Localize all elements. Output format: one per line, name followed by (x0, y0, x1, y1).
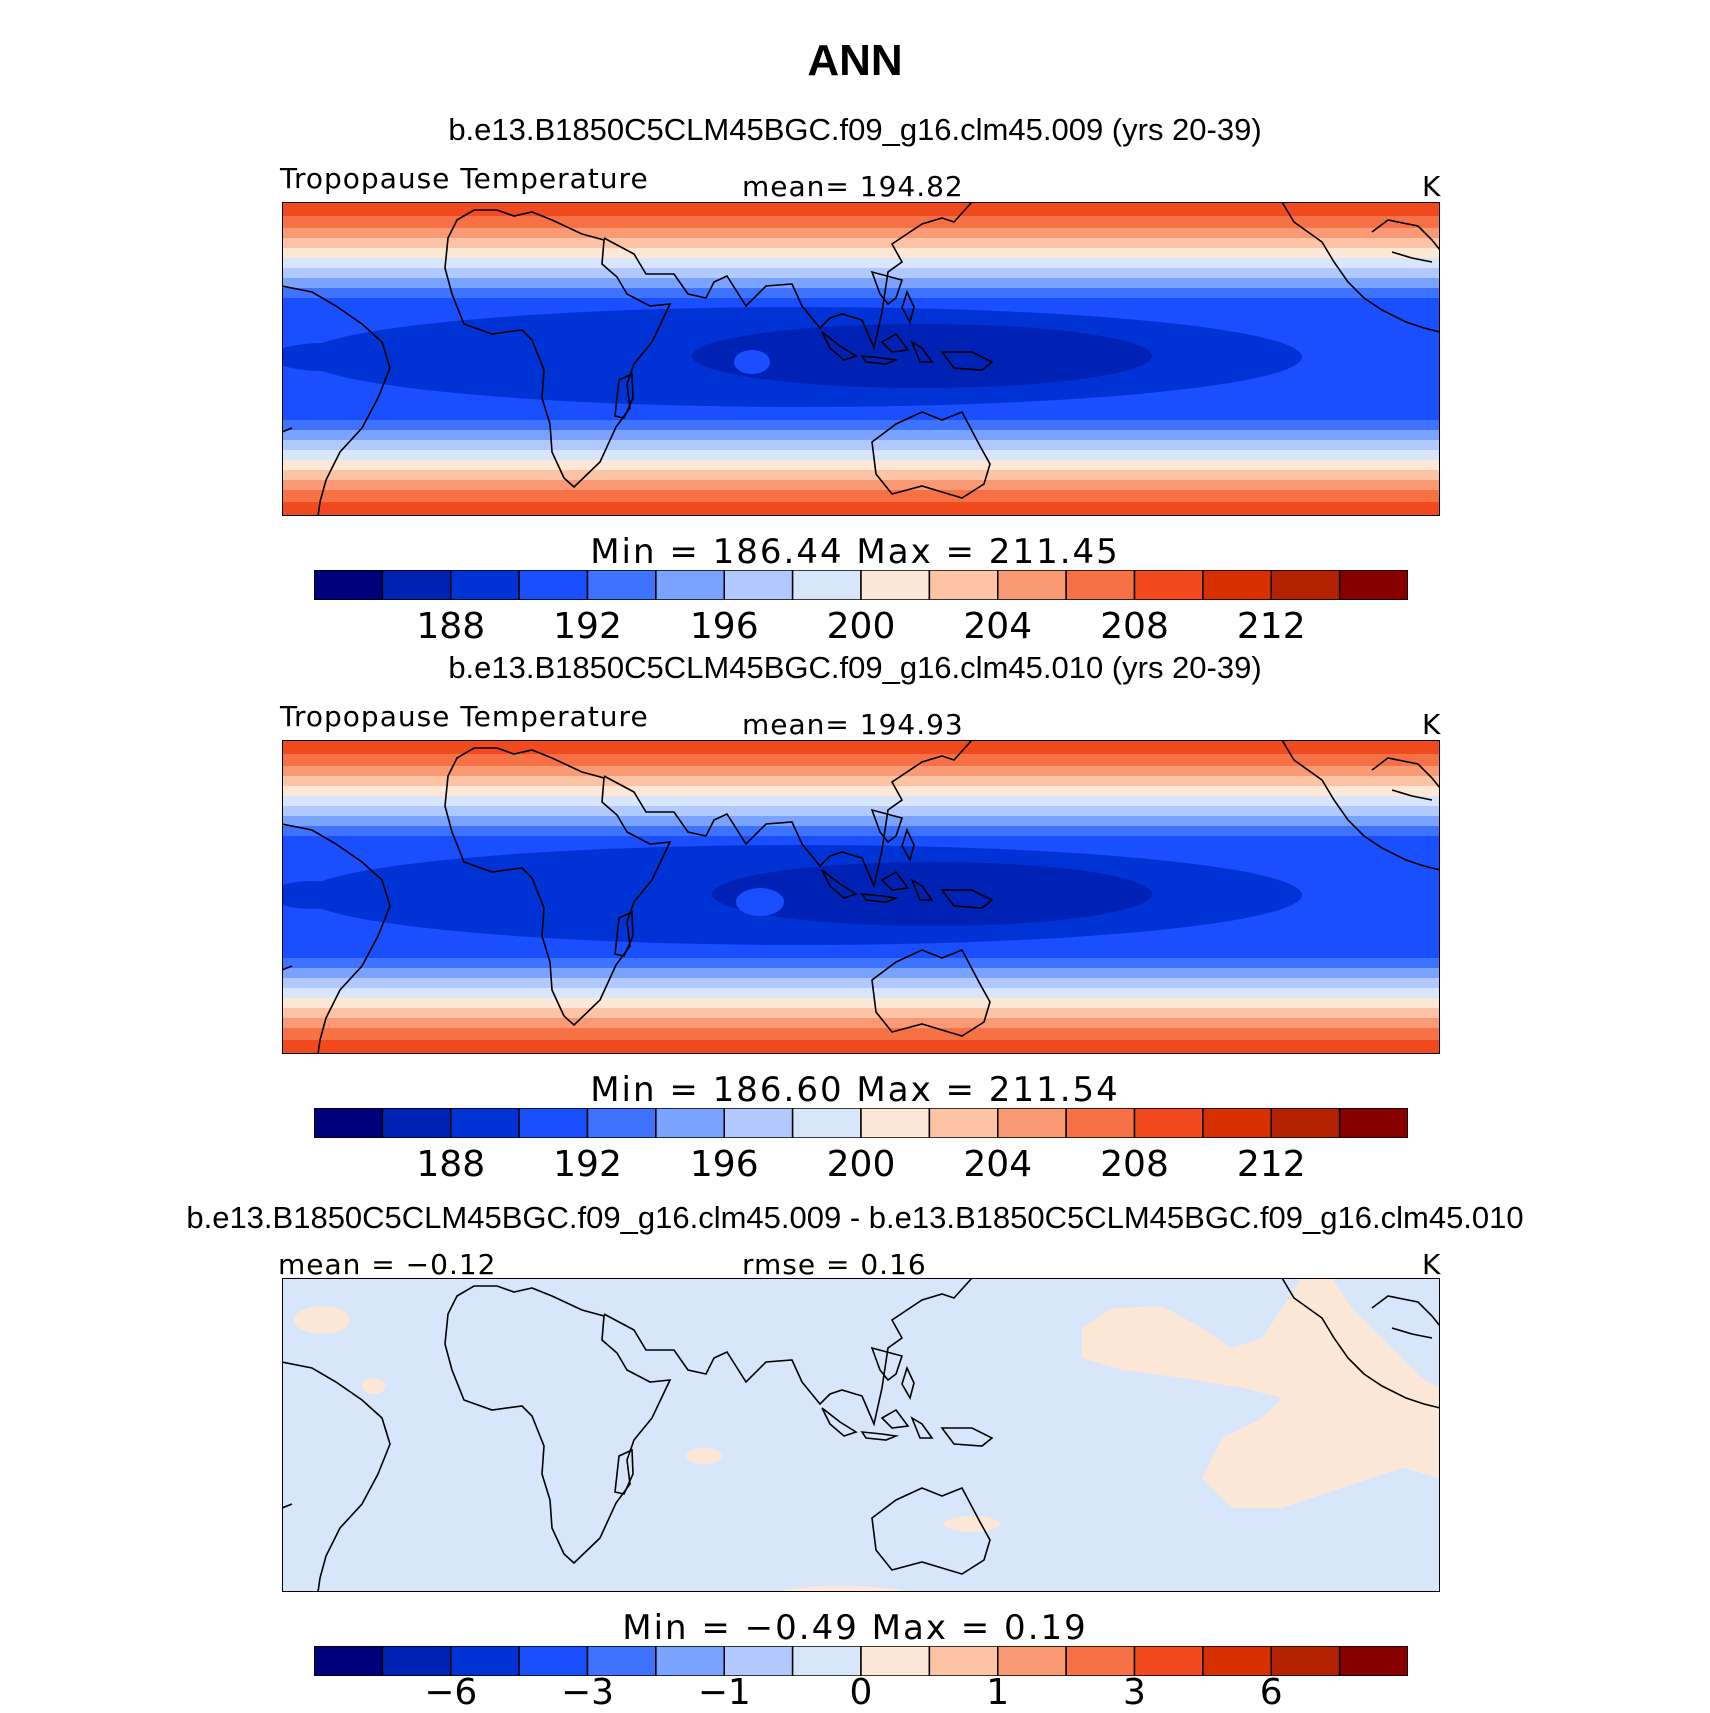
colorbar-swatch (1065, 570, 1136, 600)
colorbar-swatch (1133, 1108, 1204, 1138)
panel-3-units-label: K (1422, 1248, 1442, 1281)
colorbar-tick-label: 204 (963, 606, 1033, 647)
panel-1-mean-label: mean= 194.82 (742, 170, 964, 203)
colorbar-swatch (1338, 1108, 1408, 1138)
colorbar-swatch (997, 570, 1067, 600)
colorbar-swatch (723, 570, 794, 600)
colorbar-tick-label: 6 (1259, 1672, 1283, 1713)
colorbar-swatch (655, 1108, 725, 1138)
colorbar-swatch (997, 1108, 1067, 1138)
colorbar-swatch (791, 570, 862, 600)
colorbar-tick-label: 1 (986, 1672, 1010, 1713)
colorbar-swatch (314, 570, 384, 600)
colorbar-swatch (860, 1108, 931, 1138)
panel-3-title: b.e13.B1850C5CLM45BGC.f09_g16.clm45.009 … (186, 1200, 1524, 1235)
colorbar-tick-label: 212 (1236, 1144, 1306, 1185)
panel-1-map (282, 202, 1440, 516)
temperature-field (282, 740, 1440, 1054)
colorbar-swatch (1270, 570, 1341, 600)
panel-2-minmax: Min = 186.60 Max = 211.54 (590, 1070, 1120, 1110)
colorbar-swatch (1338, 570, 1408, 600)
colorbar-swatch (450, 1646, 520, 1676)
colorbar-swatch (1338, 1646, 1408, 1676)
colorbar-swatch (655, 1646, 725, 1676)
colorbar-tick-label: 196 (689, 1144, 759, 1185)
coastlines (282, 202, 1440, 516)
colorbar-tick-label: −1 (697, 1672, 751, 1713)
colorbar-swatch (655, 570, 725, 600)
panel-1-variable-label: Tropopause Temperature (280, 162, 649, 195)
panel-3-colorbar (314, 1646, 1408, 1676)
colorbar-tick-label: 200 (826, 606, 896, 647)
panel-2-title: b.e13.B1850C5CLM45BGC.f09_g16.clm45.010 … (448, 650, 1262, 685)
panel-3-mean-label: mean = −0.12 (278, 1248, 497, 1281)
colorbar-swatch (381, 1646, 452, 1676)
colorbar-tick-label: 208 (1100, 1144, 1169, 1185)
colorbar-swatch (518, 570, 589, 600)
colorbar-swatch (518, 1108, 589, 1138)
colorbar-swatch (1202, 570, 1272, 600)
colorbar-tick-label: 3 (1123, 1672, 1146, 1713)
temperature-field (282, 202, 1440, 516)
colorbar-swatch (1065, 1108, 1136, 1138)
coastlines (282, 1278, 1440, 1592)
colorbar-swatch (723, 1108, 794, 1138)
colorbar-tick-label: 212 (1236, 606, 1306, 647)
panel-2-mean-label: mean= 194.93 (742, 708, 964, 741)
colorbar-tick-label: 192 (553, 1144, 622, 1185)
colorbar-swatch (586, 1108, 657, 1138)
panel-1-units-label: K (1422, 170, 1442, 203)
panel-2-map (282, 740, 1440, 1054)
main-title: ANN (807, 36, 903, 85)
panel-3-rmse-label: rmse = 0.16 (742, 1248, 927, 1281)
colorbar-swatch (586, 570, 657, 600)
colorbar-tick-label: −6 (424, 1672, 478, 1713)
colorbar-swatch (791, 1108, 862, 1138)
colorbar-swatch (450, 570, 520, 600)
panel-2-variable-label: Tropopause Temperature (280, 700, 649, 733)
colorbar-swatch (314, 1108, 384, 1138)
colorbar-swatch (450, 1108, 520, 1138)
colorbar-swatch (928, 1108, 999, 1138)
colorbar-tick-label: 200 (826, 1144, 896, 1185)
panel-1-title: b.e13.B1850C5CLM45BGC.f09_g16.clm45.009 … (448, 112, 1262, 147)
panel-1-minmax: Min = 186.44 Max = 211.45 (590, 532, 1120, 572)
colorbar-swatch (928, 570, 999, 600)
colorbar-tick-label: 204 (963, 1144, 1033, 1185)
colorbar-swatch (381, 1108, 452, 1138)
coastlines (282, 740, 1440, 1054)
colorbar-swatch (1270, 1108, 1341, 1138)
colorbar-tick-label: 196 (689, 606, 759, 647)
colorbar-swatch (1202, 1108, 1272, 1138)
colorbar-tick-label: −3 (560, 1672, 615, 1713)
colorbar-swatch (860, 570, 931, 600)
colorbar-swatch (381, 570, 452, 600)
panel-2-units-label: K (1422, 708, 1442, 741)
panel-3-map (282, 1278, 1440, 1592)
panel-2-colorbar (314, 1108, 1408, 1138)
colorbar-tick-label: 188 (416, 606, 486, 647)
colorbar-tick-label: 208 (1100, 606, 1169, 647)
panel-3-minmax: Min = −0.49 Max = 0.19 (622, 1608, 1088, 1648)
colorbar-tick-label: 192 (553, 606, 622, 647)
colorbar-tick-label: 188 (416, 1144, 486, 1185)
panel-1-colorbar (314, 570, 1408, 600)
colorbar-swatch (314, 1646, 384, 1676)
colorbar-swatch (1133, 570, 1204, 600)
difference-field (282, 1278, 1440, 1592)
colorbar-tick-label: 0 (849, 1672, 873, 1713)
colorbar-swatch (860, 1646, 931, 1676)
